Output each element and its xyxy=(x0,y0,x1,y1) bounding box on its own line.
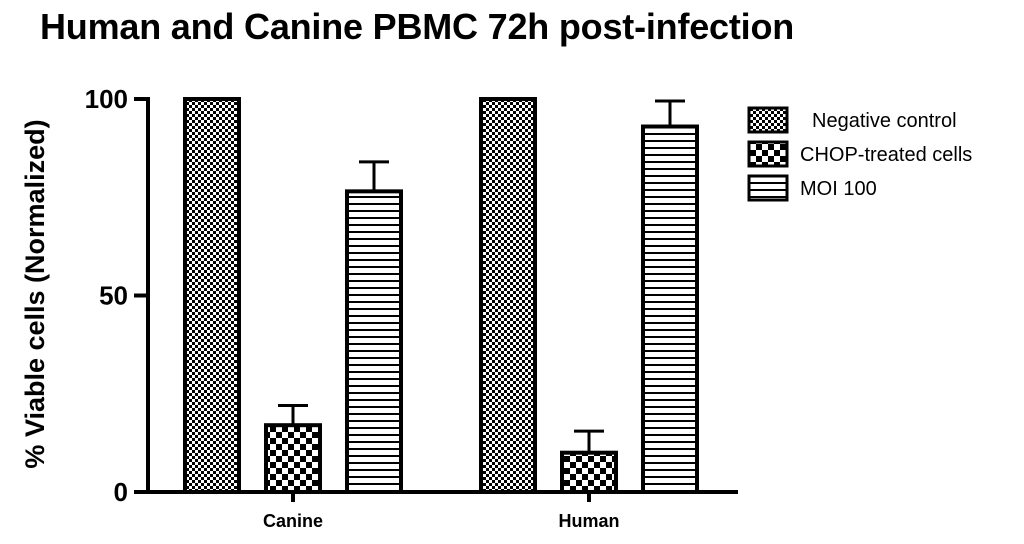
bar-human-chop-treated-cells xyxy=(560,450,618,495)
y-tick-label: 0 xyxy=(114,477,128,507)
bar-canine-chop-treated-cells xyxy=(264,423,322,494)
chart-title: Human and Canine PBMC 72h post-infection xyxy=(40,6,795,47)
legend-label: CHOP-treated cells xyxy=(800,144,972,166)
legend: Negative control CHOP-treated cells MOI 10… xyxy=(747,106,972,202)
plot-area: 0 50 100 Canine Human xyxy=(85,84,738,531)
legend-swatch-moi-100 xyxy=(747,174,789,202)
legend-swatch-negative-control xyxy=(747,106,789,134)
legend-swatch-chop-treated-cells xyxy=(747,140,789,168)
legend-label: MOI 100 xyxy=(800,178,877,200)
x-tick-label-canine: Canine xyxy=(263,511,323,531)
bar-canine-negative-control xyxy=(183,97,241,494)
y-tick-label: 100 xyxy=(85,84,128,114)
bar-human-moi-100 xyxy=(641,124,699,494)
y-tick-label: 50 xyxy=(99,281,128,311)
y-axis-label: % Viable cells (Normalized) xyxy=(20,119,50,468)
bar-human-negative-control xyxy=(479,97,537,494)
legend-label: Negative control xyxy=(812,110,957,132)
x-tick-label-human: Human xyxy=(558,511,619,531)
bar-canine-moi-100 xyxy=(345,189,403,494)
